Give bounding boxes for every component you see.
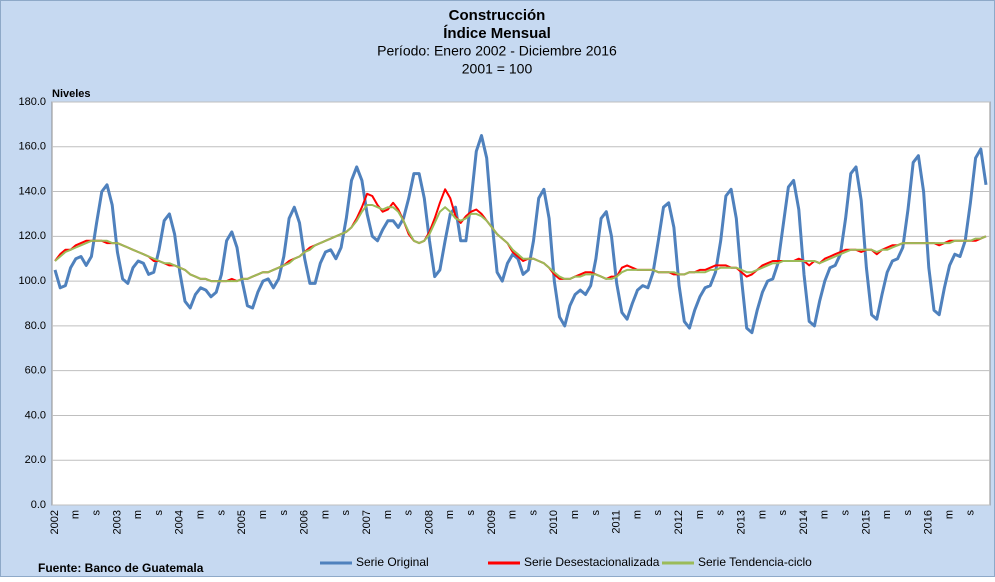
- x-tick-label: s: [340, 510, 352, 516]
- y-tick-label: 100.0: [18, 275, 46, 287]
- y-tick-label: 0.0: [31, 499, 46, 511]
- chart-title: Construcción: [449, 7, 546, 24]
- x-tick-label: m: [819, 510, 831, 519]
- x-tick-label: 2013: [735, 510, 747, 534]
- x-tick-label: m: [569, 510, 581, 519]
- x-tick-label: 2016: [923, 510, 935, 534]
- y-tick-label: 140.0: [18, 185, 46, 197]
- series-line: [54, 204, 987, 283]
- x-tick-label: 2006: [299, 510, 311, 534]
- x-tick-label: m: [319, 510, 331, 519]
- y-tick-label: 80.0: [25, 320, 46, 332]
- x-tick-label: m: [195, 510, 207, 519]
- x-tick-label: s: [652, 510, 664, 516]
- x-tick-label: 2004: [174, 510, 186, 534]
- x-tick-label: 2005: [236, 510, 248, 534]
- x-tick-label: s: [403, 510, 415, 516]
- x-tick-label: 2003: [111, 510, 123, 534]
- x-tick-label: m: [132, 510, 144, 519]
- x-tick-label: 2010: [548, 510, 560, 534]
- x-tick-label: 2009: [486, 510, 498, 534]
- x-tick-label: 2014: [798, 510, 810, 534]
- x-tick-label: m: [881, 510, 893, 519]
- legend-label: Serie Desestacionalizada: [524, 555, 660, 569]
- legend-label: Serie Tendencia-ciclo: [698, 555, 812, 569]
- x-tick-label: s: [839, 510, 851, 516]
- x-tick-label: s: [278, 510, 290, 516]
- y-tick-label: 180.0: [18, 96, 46, 108]
- x-tick-label: s: [527, 510, 539, 516]
- x-tick-label: m: [694, 510, 706, 519]
- x-tick-label: m: [507, 510, 519, 519]
- y-tick-label: 160.0: [18, 141, 46, 153]
- x-tick-label: m: [257, 510, 269, 519]
- series-line: [53, 134, 988, 335]
- base: 2001 = 100: [462, 61, 533, 77]
- y-tick-label: 120.0: [18, 230, 46, 242]
- y-tick-label: 40.0: [25, 409, 46, 421]
- x-tick-label: s: [902, 510, 914, 516]
- x-tick-label: 2002: [49, 510, 61, 534]
- plot-area: [51, 101, 991, 506]
- y-axis-label: Niveles: [52, 88, 91, 100]
- x-tick-label: m: [382, 510, 394, 519]
- x-tick-label: 2015: [860, 510, 872, 534]
- y-tick-label: 20.0: [25, 454, 46, 466]
- x-tick-label: s: [215, 510, 227, 516]
- x-tick-label: s: [590, 510, 602, 516]
- y-tick-label: 60.0: [25, 365, 46, 377]
- x-tick-label: s: [777, 510, 789, 516]
- x-tick-label: s: [715, 510, 727, 516]
- x-tick-label: s: [91, 510, 103, 516]
- chart-subtitle: Índice Mensual: [443, 25, 551, 42]
- x-tick-label: s: [964, 510, 976, 516]
- legend-label: Serie Original: [356, 555, 429, 569]
- x-tick-label: 2007: [361, 510, 373, 534]
- x-tick-label: m: [70, 510, 82, 519]
- x-tick-label: 2012: [673, 510, 685, 534]
- x-tick-label: m: [631, 510, 643, 519]
- x-tick-label: m: [943, 510, 955, 519]
- x-tick-label: 2008: [423, 510, 435, 534]
- x-tick-label: s: [153, 510, 165, 516]
- period: Período: Enero 2002 - Diciembre 2016: [377, 43, 617, 59]
- x-tick-label: m: [756, 510, 768, 519]
- x-tick-label: 2011: [611, 510, 623, 534]
- x-tick-label: m: [444, 510, 456, 519]
- x-tick-label: s: [465, 510, 477, 516]
- source: Fuente: Banco de Guatemala: [38, 561, 204, 575]
